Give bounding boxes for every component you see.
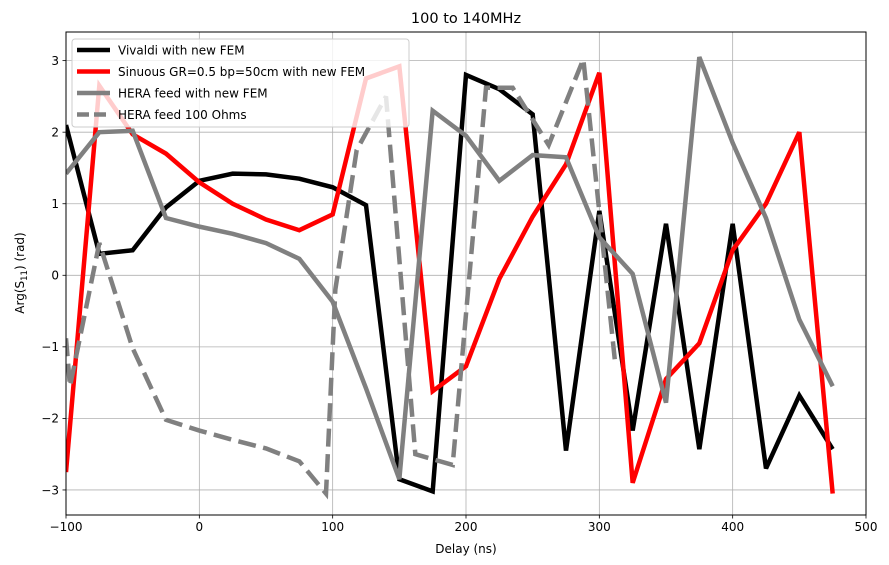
series-lines [66,56,835,500]
legend-box [71,38,410,128]
legend-label-hera-feed-with-new-fem: HERA feed with new FEM [118,86,268,100]
legend-label-sinuous-gr-0-5-bp-50cm-with-new-fem: Sinuous GR=0.5 bp=50cm with new FEM [118,65,365,79]
svg-text:Arg(S11) (rad): Arg(S11) (rad) [13,232,30,313]
series-line-sinuous-gr-0-5-bp-50cm-with-new-fem [66,63,835,494]
y-tick-label: 1 [51,197,59,211]
y-axis-label-symbol: S [13,281,27,289]
x-tick-label: 300 [588,520,611,534]
x-tick-label: 100 [321,520,344,534]
series-line-vivaldi-with-new-fem [66,71,835,495]
y-tick-label: −3 [41,483,59,497]
y-tick-label: −2 [41,412,59,426]
y-axis-label: Arg(S11) (rad) [13,232,30,313]
series-line-hera-feed-100-ohms [66,58,618,500]
series-line-hera-feed-with-new-fem [66,56,835,480]
x-tick-label: −100 [50,520,83,534]
x-tick-label: 200 [455,520,478,534]
y-tick-label: 0 [51,269,59,283]
y-axis-label-prefix: Arg( [13,288,27,313]
y-axis-label-suffix: ) (rad) [13,232,27,270]
legend-label-vivaldi-with-new-fem: Vivaldi with new FEM [118,43,245,57]
axis-ticks: −100 0 100 200 300 400 500 −3 −2 −1 0 1 2 3 [41,54,877,534]
y-axis-label-subscript: 11 [20,270,30,281]
legend-label-hera-feed-100-ohms: HERA feed 100 Ohms [118,108,247,122]
x-tick-label: 500 [855,520,878,534]
x-axis-label: Delay (ns) [435,542,496,556]
x-tick-label: 0 [196,520,204,534]
x-tick-label: 400 [721,520,744,534]
chart-title: 100 to 140MHz [411,11,521,27]
y-tick-label: 2 [51,125,59,139]
legend: Vivaldi with new FEM Sinuous GR=0.5 bp=50… [71,38,410,128]
y-tick-label: −1 [41,340,59,354]
y-tick-label: 3 [51,54,59,68]
